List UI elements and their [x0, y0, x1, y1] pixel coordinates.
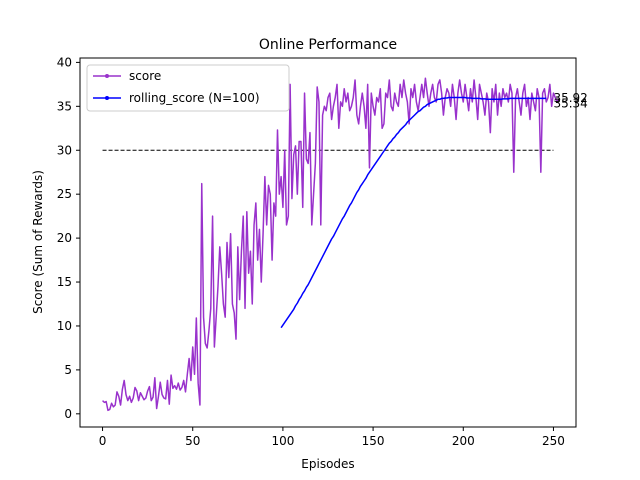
x-tick-label: 150	[362, 434, 385, 448]
y-axis-ticks: 0 5 10 15 20 25 30 35 40	[57, 55, 80, 421]
chart-title: Online Performance	[259, 37, 397, 53]
y-tick-label: 25	[57, 187, 72, 201]
legend-marker-rolling-score	[105, 96, 109, 100]
value-annotation: 35.34	[553, 96, 587, 110]
legend-label-rolling-score: rolling_score (N=100)	[129, 91, 260, 105]
x-axis-ticks: 0 50 100 150 200 250	[99, 427, 565, 448]
x-tick-label: 100	[271, 434, 294, 448]
y-tick-label: 20	[57, 231, 72, 245]
x-tick-label: 50	[185, 434, 200, 448]
y-tick-label: 5	[64, 363, 72, 377]
legend-marker-score	[105, 74, 109, 78]
x-tick-label: 200	[452, 434, 475, 448]
y-tick-label: 15	[57, 275, 72, 289]
y-tick-label: 10	[57, 319, 72, 333]
legend-box	[86, 64, 290, 112]
y-axis-label: Score (Sum of Rewards)	[31, 170, 45, 314]
y-tick-label: 0	[64, 407, 72, 421]
y-tick-label: 30	[57, 143, 72, 157]
plot-frame	[79, 57, 577, 428]
x-tick-label: 250	[542, 434, 565, 448]
y-tick-label: 40	[57, 55, 72, 69]
x-axis-label: Episodes	[301, 457, 354, 471]
value-annotation: 35.92	[553, 91, 587, 105]
plot-area	[80, 58, 576, 427]
rolling-score-series-line	[280, 96, 547, 329]
legend: score rolling_score (N=100)	[86, 64, 290, 112]
x-tick-label: 0	[99, 434, 107, 448]
score-series-line	[102, 77, 560, 412]
y-tick-label: 35	[57, 99, 72, 113]
series-layer	[102, 77, 560, 412]
legend-label-score: score	[129, 69, 161, 83]
